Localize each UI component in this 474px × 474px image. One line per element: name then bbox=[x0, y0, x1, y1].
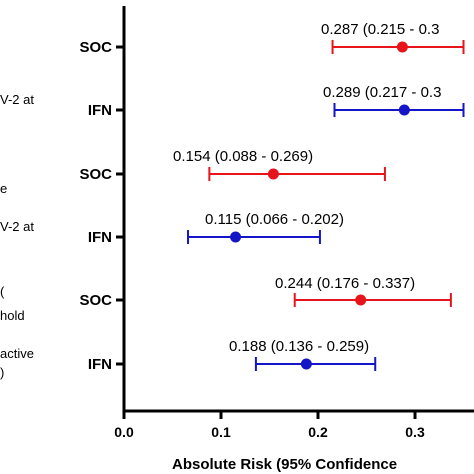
group-labels: V-2 at e V-2 at ( hold active) bbox=[0, 92, 34, 380]
row-label: SOC bbox=[79, 166, 112, 183]
estimate-annotation: 0.188 (0.136 - 0.259) bbox=[229, 338, 369, 355]
x-tick-label: 0.0 bbox=[114, 424, 134, 440]
estimate-annotation: 0.115 (0.066 - 0.202) bbox=[205, 211, 344, 228]
estimate-annotation: 0.244 (0.176 - 0.337) bbox=[275, 275, 415, 292]
point-estimate bbox=[230, 231, 242, 243]
group-label-fragment: ( bbox=[0, 284, 5, 299]
group-label-fragment: ) bbox=[0, 365, 4, 380]
forest-row: SOC 0.154 (0.088 - 0.269) bbox=[79, 148, 386, 183]
row-label: IFN bbox=[88, 229, 112, 246]
x-tick-label: 0.1 bbox=[211, 424, 231, 440]
forest-rows: SOC 0.287 (0.215 - 0.3 IFN 0.289 (0.217 - 0… bbox=[79, 21, 465, 373]
point-estimate bbox=[355, 294, 367, 306]
x-ticks: 0.0 0.1 0.2 0.3 bbox=[114, 411, 425, 440]
row-label: IFN bbox=[88, 356, 112, 373]
row-label: SOC bbox=[79, 292, 112, 309]
estimate-annotation: 0.287 (0.215 - 0.3 bbox=[321, 21, 439, 38]
x-tick-label: 0.3 bbox=[405, 424, 425, 440]
group-label-fragment: hold bbox=[0, 308, 25, 323]
x-axis-label: Absolute Risk (95% Confidence bbox=[172, 456, 397, 473]
forest-row: IFN 0.289 (0.217 - 0.3 bbox=[88, 84, 465, 119]
forest-row: SOC 0.244 (0.176 - 0.337) bbox=[79, 275, 452, 309]
group-label-fragment: V-2 at bbox=[0, 219, 34, 234]
point-estimate bbox=[396, 41, 408, 53]
forest-row: IFN 0.188 (0.136 - 0.259) bbox=[88, 338, 377, 373]
group-label-fragment: active bbox=[0, 346, 34, 361]
group-label-fragment: V-2 at bbox=[0, 92, 34, 107]
row-label: IFN bbox=[88, 102, 112, 119]
estimate-annotation: 0.154 (0.088 - 0.269) bbox=[173, 148, 313, 165]
group-label-fragment: e bbox=[0, 181, 7, 196]
x-tick-label: 0.2 bbox=[308, 424, 328, 440]
point-estimate bbox=[267, 168, 279, 180]
estimate-annotation: 0.289 (0.217 - 0.3 bbox=[323, 84, 441, 101]
point-estimate bbox=[398, 104, 410, 116]
point-estimate bbox=[300, 358, 312, 370]
forest-row: SOC 0.287 (0.215 - 0.3 bbox=[79, 21, 465, 56]
forest-row: IFN 0.115 (0.066 - 0.202) bbox=[88, 211, 344, 246]
row-label: SOC bbox=[79, 39, 112, 56]
